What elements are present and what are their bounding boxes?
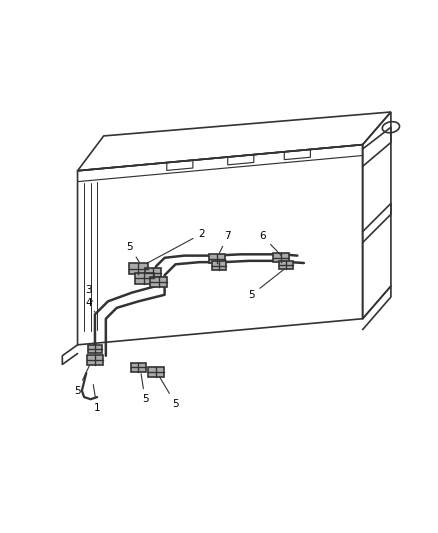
Polygon shape [150,277,166,287]
Text: 5: 5 [141,374,148,404]
Polygon shape [88,345,102,353]
Polygon shape [212,262,226,270]
Text: 5: 5 [74,366,89,395]
Text: 4: 4 [85,298,95,312]
Text: 6: 6 [259,231,282,256]
Text: 3: 3 [85,286,93,301]
Text: 2: 2 [148,229,205,263]
Text: 5: 5 [127,242,139,262]
Text: 5: 5 [159,377,179,409]
Polygon shape [209,254,225,263]
Polygon shape [87,356,103,365]
Polygon shape [131,363,146,372]
Polygon shape [129,263,148,274]
Polygon shape [145,268,161,277]
Polygon shape [134,272,154,284]
Text: 1: 1 [93,385,100,413]
Polygon shape [279,261,293,269]
Polygon shape [148,367,164,376]
Text: 5: 5 [248,269,284,300]
Polygon shape [273,253,289,262]
Text: 7: 7 [219,231,231,253]
